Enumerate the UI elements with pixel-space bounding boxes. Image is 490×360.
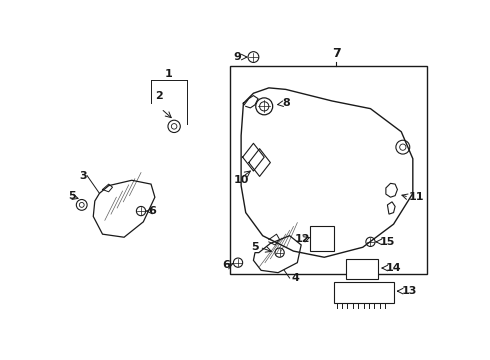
- Text: 7: 7: [332, 47, 341, 60]
- Bar: [334, 282, 393, 303]
- Text: 5: 5: [251, 242, 259, 252]
- Bar: [230, 66, 427, 274]
- Text: 14: 14: [386, 263, 401, 273]
- Bar: [346, 259, 378, 279]
- Text: 6: 6: [222, 260, 230, 270]
- Text: 13: 13: [401, 286, 416, 296]
- Text: 11: 11: [409, 192, 424, 202]
- Text: 9: 9: [233, 52, 241, 62]
- Text: 8: 8: [282, 98, 290, 108]
- Text: 2: 2: [155, 91, 163, 100]
- Text: 10: 10: [233, 175, 249, 185]
- Text: 5: 5: [69, 191, 76, 201]
- Text: 4: 4: [292, 273, 300, 283]
- Text: 15: 15: [380, 237, 395, 247]
- Text: 1: 1: [165, 69, 172, 79]
- Text: 12: 12: [295, 234, 311, 244]
- Text: 3: 3: [79, 171, 87, 181]
- Bar: [311, 226, 334, 251]
- Text: 6: 6: [149, 206, 157, 216]
